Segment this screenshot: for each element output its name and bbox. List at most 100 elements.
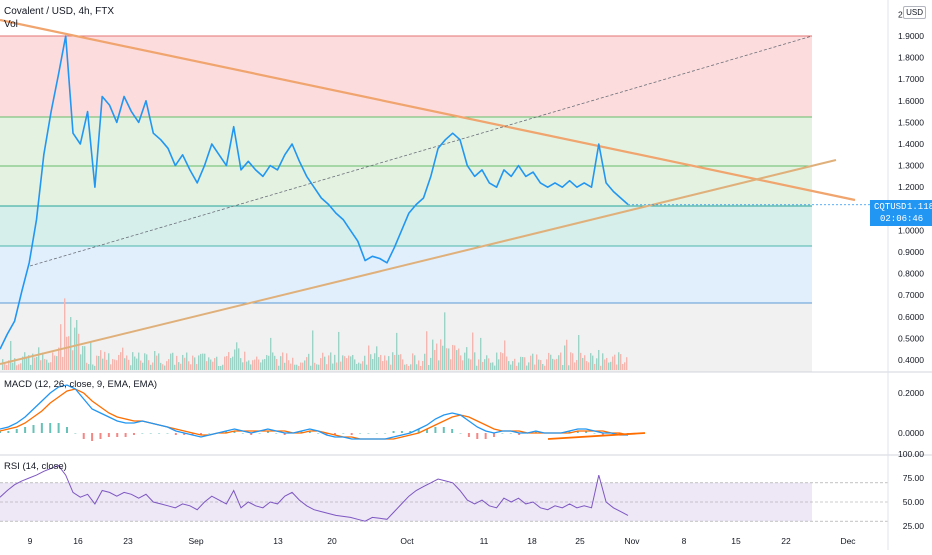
volume-bar [412, 353, 413, 370]
macd-histogram-bar [24, 427, 26, 433]
volume-bar [182, 355, 183, 370]
rsi-label: RSI (14, close) [4, 461, 67, 472]
volume-bar [608, 363, 609, 370]
volume-bar [378, 357, 379, 370]
macd-histogram-bar [83, 433, 85, 439]
volume-bar [400, 354, 401, 370]
volume-bar [418, 360, 419, 370]
fib-zone-green-2 [0, 166, 812, 206]
volume-bar [138, 353, 139, 370]
volume-bar [522, 357, 523, 370]
price-axis-tick: 0.5000 [898, 333, 924, 343]
volume-bar [178, 362, 179, 370]
volume-bar [244, 352, 245, 370]
volume-bar [496, 353, 497, 370]
volume-bar [214, 358, 215, 370]
volume-bar [354, 359, 355, 370]
volume-bar [626, 357, 627, 370]
volume-bar [386, 360, 387, 370]
volume-bar [188, 361, 189, 370]
volume-bar [296, 365, 297, 370]
volume-bar [326, 364, 327, 370]
volume-bar [130, 365, 131, 370]
macd-histogram-bar [242, 433, 244, 434]
volume-bar [506, 356, 507, 370]
volume-bar [360, 364, 361, 370]
volume-bar [98, 356, 99, 370]
price-axis-tick: 0.6000 [898, 312, 924, 322]
macd-histogram-bar [384, 433, 386, 434]
volume-bar [208, 357, 209, 370]
volume-bar [152, 362, 153, 370]
volume-bar [210, 360, 211, 370]
macd-pane [0, 385, 645, 441]
volume-bar [460, 355, 461, 370]
currency-badge[interactable]: USD [903, 6, 926, 19]
volume-bar [262, 360, 263, 370]
price-axis-tick: 1.0000 [898, 225, 924, 235]
volume-bar [336, 363, 337, 370]
volume-bar [318, 365, 319, 370]
volume-bar [304, 360, 305, 370]
volume-bar [12, 363, 13, 370]
volume-bar [278, 366, 279, 370]
volume-bar [424, 354, 425, 370]
volume-bar [186, 353, 187, 370]
volume-bar [544, 366, 545, 370]
price-axis-tick: 1.2000 [898, 182, 924, 192]
volume-bar [532, 354, 533, 370]
volume-bar [284, 363, 285, 370]
volume-bar [322, 353, 323, 370]
volume-bar [618, 352, 619, 370]
volume-bar [294, 365, 295, 370]
volume-bar [260, 362, 261, 370]
time-axis-tick: 16 [73, 536, 83, 546]
volume-bar [42, 353, 43, 370]
volume-bar [288, 360, 289, 370]
volume-bar [256, 357, 257, 370]
volume-bar [398, 355, 399, 370]
macd-histogram-bar [32, 425, 34, 433]
volume-bar [492, 362, 493, 370]
volume-bar [158, 353, 159, 370]
volume-bar [286, 353, 287, 370]
macd-histogram-bar [208, 433, 210, 434]
volume-bar [144, 353, 145, 370]
volume-bar [542, 364, 543, 370]
macd-histogram-bar [49, 423, 51, 433]
volume-bar [384, 355, 385, 370]
volume-bar [70, 317, 71, 370]
volume-bar [430, 358, 431, 370]
volume-bar [26, 358, 27, 370]
volume-bar [536, 354, 537, 370]
volume-bar [116, 360, 117, 370]
volume-bar [106, 360, 107, 370]
volume-bar [246, 362, 247, 370]
volume-bar [586, 361, 587, 370]
volume-bar [202, 354, 203, 370]
volume-bar [574, 362, 575, 370]
volume-bar [124, 358, 125, 370]
volume-bar [198, 355, 199, 370]
volume-bar [614, 355, 615, 370]
volume-bar [554, 360, 555, 370]
volume-bar [370, 354, 371, 370]
volume-bar [456, 350, 457, 370]
volume-bar [82, 346, 83, 370]
volume-bar [612, 356, 613, 370]
volume-bar [212, 362, 213, 370]
volume-bar [272, 352, 273, 370]
volume-bar [476, 366, 477, 370]
macd-histogram-bar [74, 433, 76, 434]
volume-bar [112, 359, 113, 370]
volume-bar [570, 352, 571, 370]
volume-bar [470, 359, 471, 370]
volume-bar [466, 347, 467, 370]
volume-bar [62, 357, 63, 370]
volume-bar [268, 356, 269, 370]
volume-bar [406, 364, 407, 370]
volume-bar [324, 357, 325, 370]
volume-bar [236, 342, 237, 370]
